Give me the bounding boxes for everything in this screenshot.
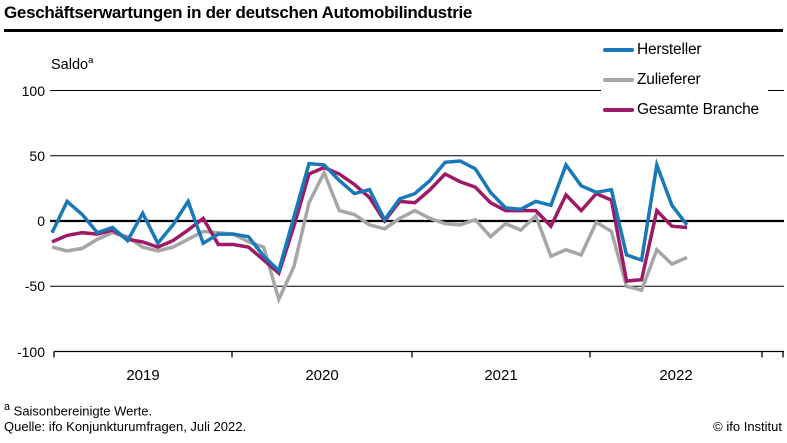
copyright: © ifo Institut — [713, 419, 782, 434]
hersteller-line — [50, 158, 689, 274]
x-axis-year-label: 2020 — [305, 367, 339, 384]
footnote-text: Saisonbereinigte Werte. — [10, 403, 153, 419]
legend-item-gesamte-branche: Gesamte Branche — [603, 99, 768, 121]
footnote-superscript: a — [4, 401, 11, 413]
y-axis-title-text: Saldo — [51, 56, 89, 73]
x-axis-year-label: 2022 — [659, 367, 693, 384]
gesamte-branche-line-swatch — [603, 108, 634, 112]
legend-label-gesamte-branche: Gesamte Branche — [637, 101, 759, 118]
hersteller-line-swatch — [603, 48, 634, 52]
title-divider-rule — [4, 29, 783, 32]
chart-title: Geschäftserwartungen in der deutschen Au… — [4, 3, 473, 22]
footnote: a Saisonbereinigte Werte. — [4, 401, 152, 418]
y-axis-tick-label: 0 — [37, 213, 45, 229]
legend-item-hersteller: Hersteller — [603, 39, 768, 61]
y-axis-tick-label: 50 — [29, 147, 45, 164]
gesamte-branche-line — [51, 165, 688, 283]
y-axis-tick-label: -50 — [24, 278, 45, 295]
y-axis-tick-label: -100 — [16, 343, 45, 360]
legend-item-zulieferer: Zulieferer — [603, 69, 768, 91]
zulieferer-line — [51, 168, 688, 305]
x-axis-year-label: 2019 — [126, 367, 160, 384]
y-axis-title: Saldoa — [51, 55, 93, 73]
chart-legend: Hersteller Zulieferer Gesamte Branche — [601, 37, 768, 131]
zulieferer-line-swatch — [603, 78, 634, 82]
x-axis-year-label: 2021 — [484, 367, 518, 384]
y-axis-title-superscript: a — [88, 55, 94, 66]
legend-label-hersteller: Hersteller — [637, 41, 702, 58]
source-line: Quelle: ifo Konjunkturumfragen, Juli 202… — [4, 419, 247, 434]
y-axis-tick-label: 100 — [21, 82, 45, 99]
legend-label-zulieferer: Zulieferer — [637, 71, 701, 88]
